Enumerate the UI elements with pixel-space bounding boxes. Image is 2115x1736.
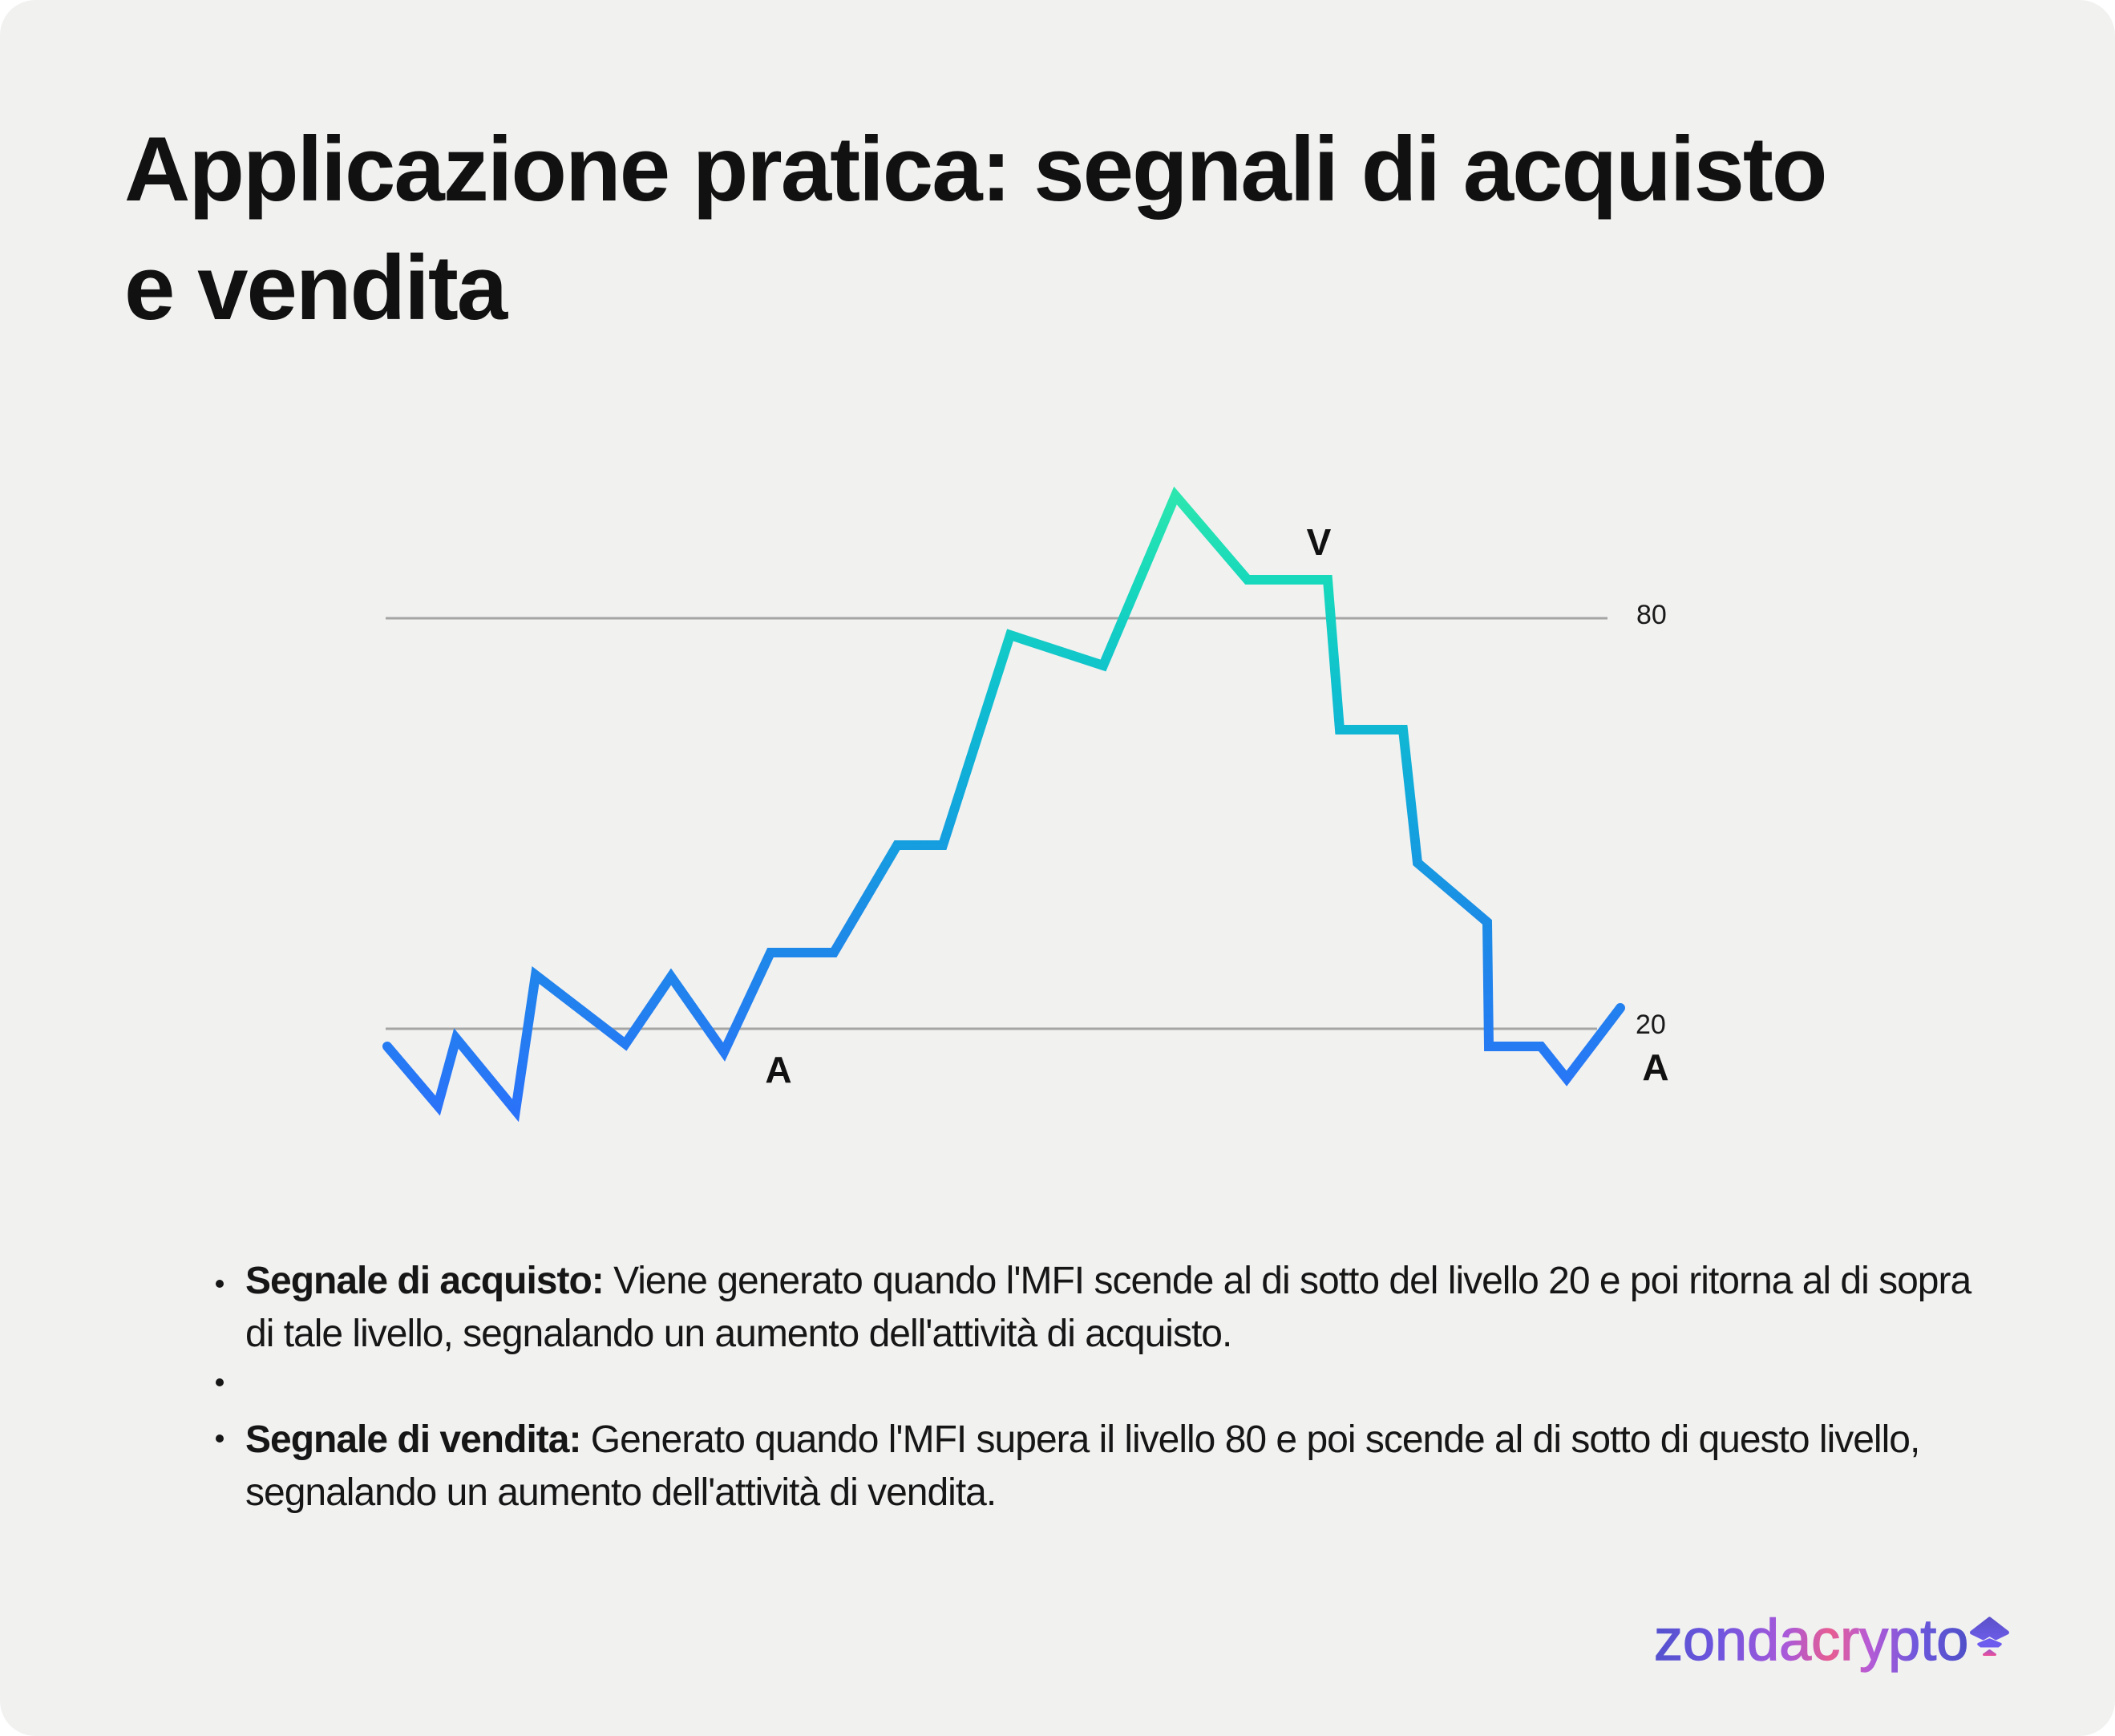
svg-text:A: A	[765, 1049, 791, 1091]
svg-text:V: V	[1307, 521, 1332, 563]
svg-text:20: 20	[1636, 1010, 1666, 1040]
svg-text:A: A	[1642, 1046, 1668, 1088]
svg-text:80: 80	[1636, 600, 1667, 630]
svg-text:zondacrypto: zondacrypto	[1654, 1609, 1968, 1673]
